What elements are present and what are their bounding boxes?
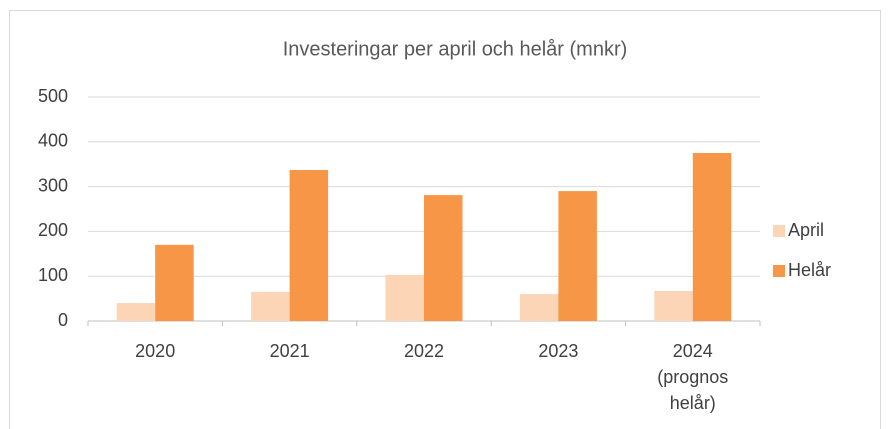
- y-tick-label: 0: [58, 310, 68, 330]
- bar: [289, 170, 329, 321]
- legend-label: Helår: [788, 260, 831, 280]
- y-tick-label: 500: [38, 86, 68, 106]
- y-tick-label: 200: [38, 220, 68, 240]
- y-tick-label: 100: [38, 265, 68, 285]
- y-tick-label: 400: [38, 131, 68, 151]
- x-tick-label: 2023: [538, 341, 579, 361]
- bar: [385, 274, 424, 321]
- legend-swatch: [773, 265, 785, 277]
- bar: [654, 290, 693, 321]
- chart-title: Investeringar per april och helår (mnkr): [283, 38, 628, 60]
- x-tick-label: 2022: [403, 341, 445, 361]
- bar: [519, 294, 559, 321]
- bar: [692, 153, 732, 321]
- x-tick-label: 2020: [135, 341, 176, 361]
- bar: [155, 244, 194, 321]
- y-tick-label: 300: [38, 175, 68, 195]
- x-tick-label: 2024 (prognos helår): [657, 341, 729, 413]
- bar: [251, 291, 290, 321]
- bar: [558, 191, 597, 321]
- legend-swatch: [773, 225, 785, 237]
- legend-label: April: [788, 220, 824, 240]
- bar: [116, 303, 156, 321]
- bar: [424, 195, 463, 321]
- x-tick-label: 2021: [269, 341, 310, 361]
